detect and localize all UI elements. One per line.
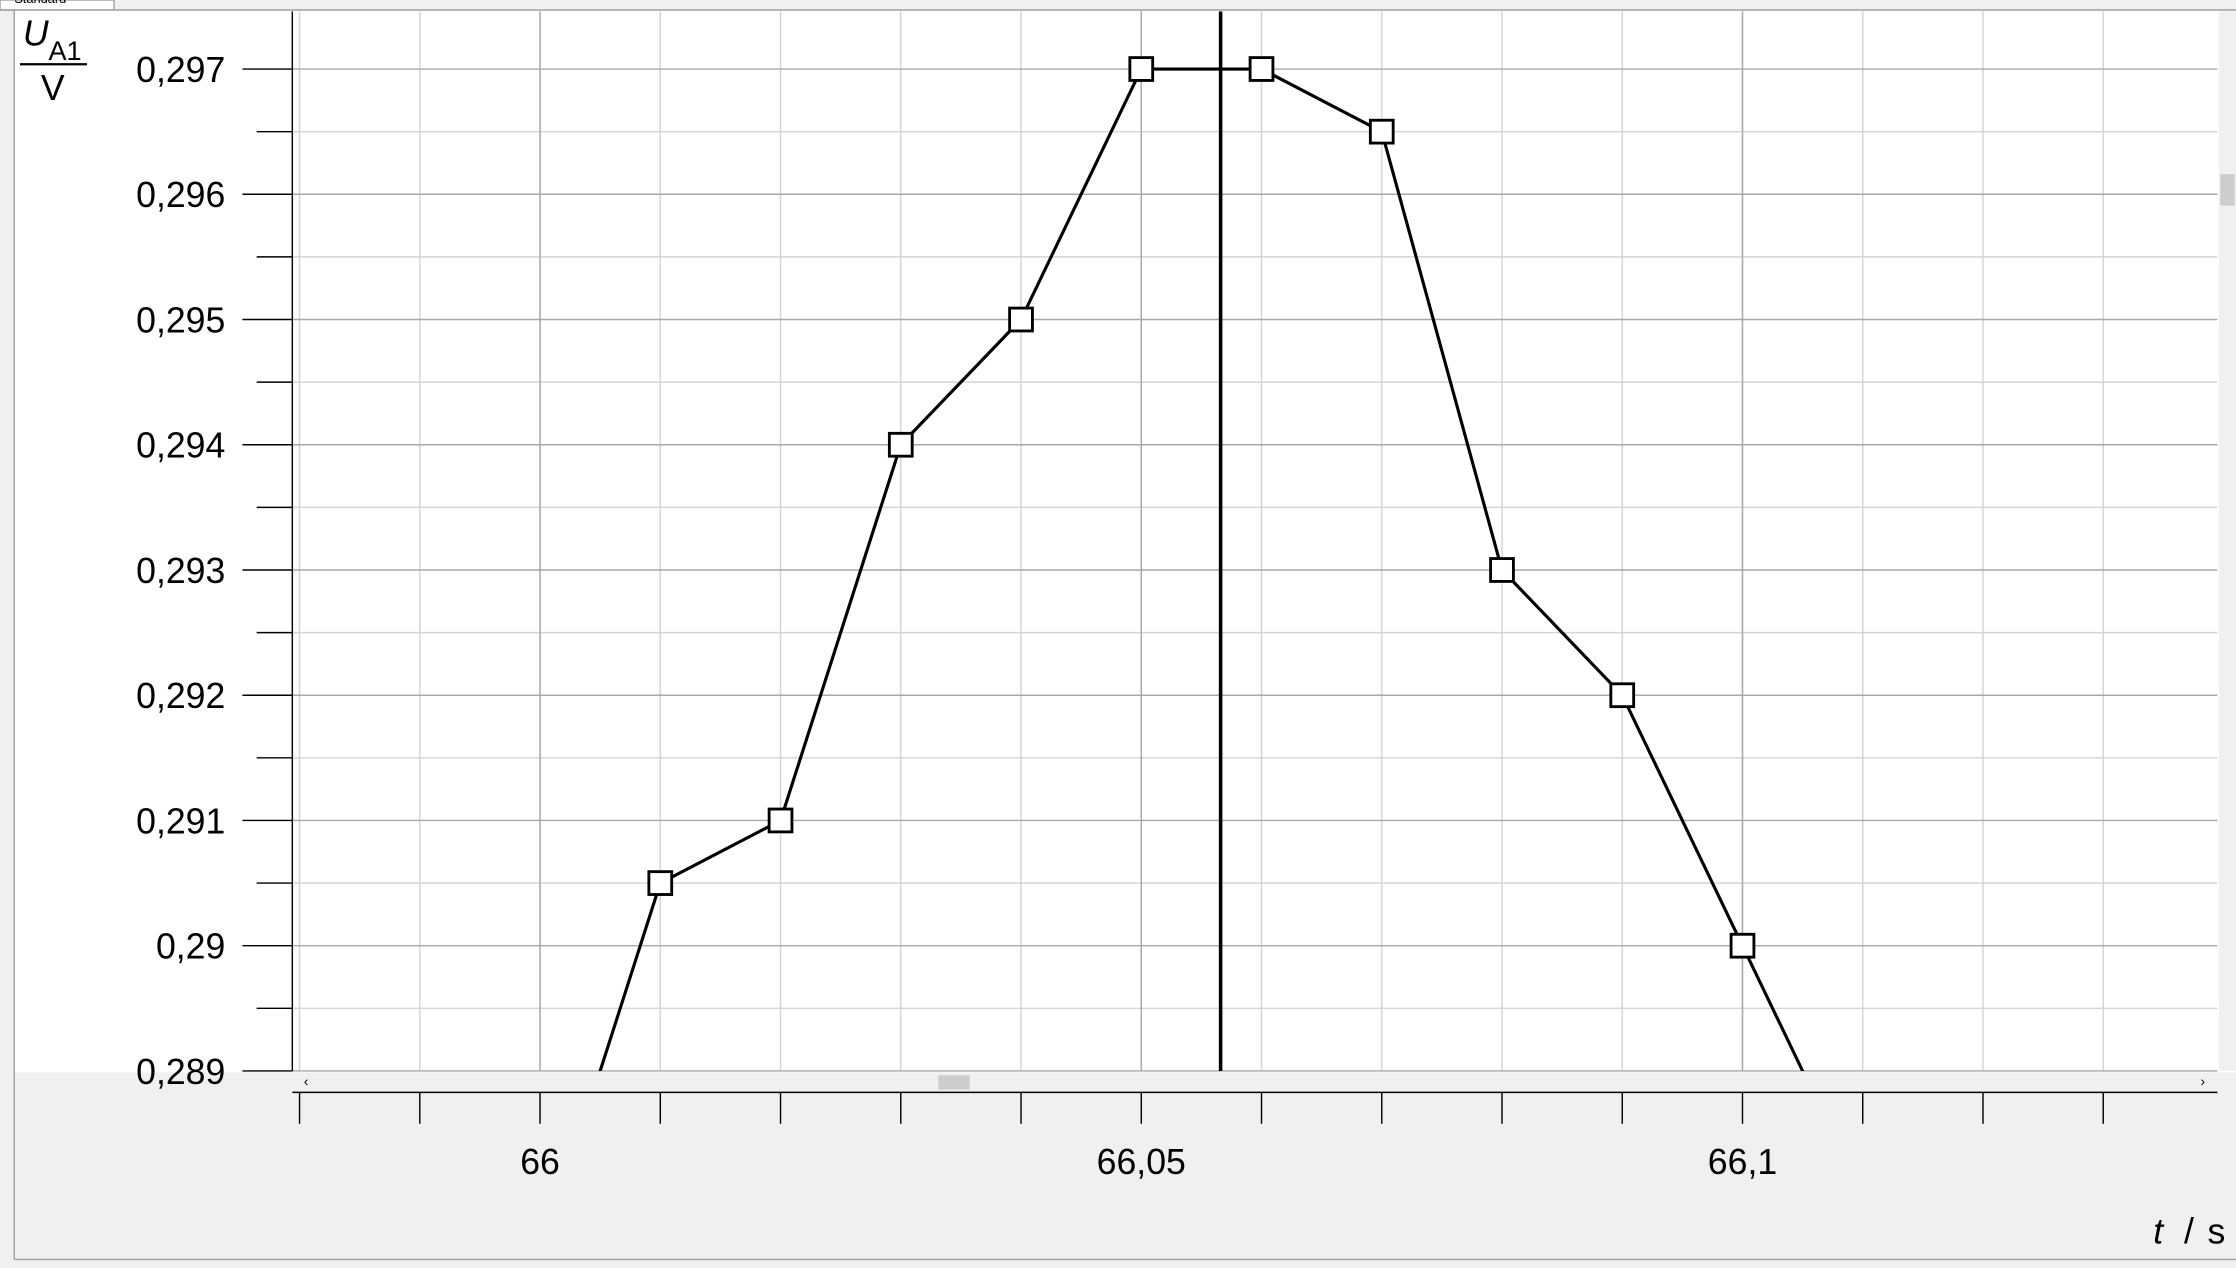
v-scroll-thumb[interactable] bbox=[2220, 174, 2235, 206]
plot bbox=[598, 11, 1805, 1071]
chart-panel bbox=[14, 9, 2236, 1073]
x-label-unit: s bbox=[2207, 1212, 2225, 1252]
y-label-subscript: A1 bbox=[48, 35, 81, 66]
y-tick-label: 0,294 bbox=[136, 426, 225, 466]
y-tick-label: 0,289 bbox=[136, 1052, 225, 1092]
data-point bbox=[767, 807, 794, 834]
grid bbox=[292, 11, 2218, 1072]
x-tick-label: 66,1 bbox=[1708, 1142, 1777, 1182]
y-tick-label: 0,296 bbox=[136, 175, 225, 215]
data-point bbox=[1008, 306, 1034, 333]
scroll-left[interactable]: ‹ bbox=[304, 1074, 309, 1090]
data-point bbox=[647, 870, 674, 896]
scroll-right[interactable]: › bbox=[2200, 1074, 2205, 1090]
x-label-separator: / bbox=[2184, 1212, 2194, 1252]
y-tick-label: 0,293 bbox=[136, 551, 225, 591]
data-point bbox=[1729, 932, 1756, 959]
data-point bbox=[1609, 682, 1636, 709]
data-point bbox=[1489, 557, 1515, 583]
y-tick-label: 0,29 bbox=[156, 927, 225, 967]
v-scrollbar[interactable] bbox=[2218, 11, 2236, 1071]
series-line bbox=[598, 67, 1805, 1071]
x-tick-label: 66,05 bbox=[1097, 1142, 1186, 1182]
y-tick-label: 0,291 bbox=[136, 801, 225, 841]
data-point bbox=[1368, 118, 1395, 145]
tab-label[interactable]: Standard bbox=[14, 0, 66, 6]
y-tick-label: 0,297 bbox=[136, 50, 225, 90]
y-tick-label: 0,292 bbox=[136, 676, 225, 716]
y-tick-label: 0,295 bbox=[136, 300, 225, 340]
data-point bbox=[887, 431, 914, 458]
h-scroll-thumb[interactable] bbox=[938, 1075, 970, 1090]
data-point bbox=[1128, 56, 1155, 82]
y-label-unit: V bbox=[41, 68, 65, 108]
y-label-symbol: U bbox=[23, 14, 49, 54]
h-scrollbar[interactable] bbox=[292, 1073, 2218, 1091]
data-point bbox=[1248, 56, 1275, 82]
x-label-symbol: t bbox=[2153, 1212, 2165, 1252]
x-tick-label: 66 bbox=[520, 1142, 560, 1182]
